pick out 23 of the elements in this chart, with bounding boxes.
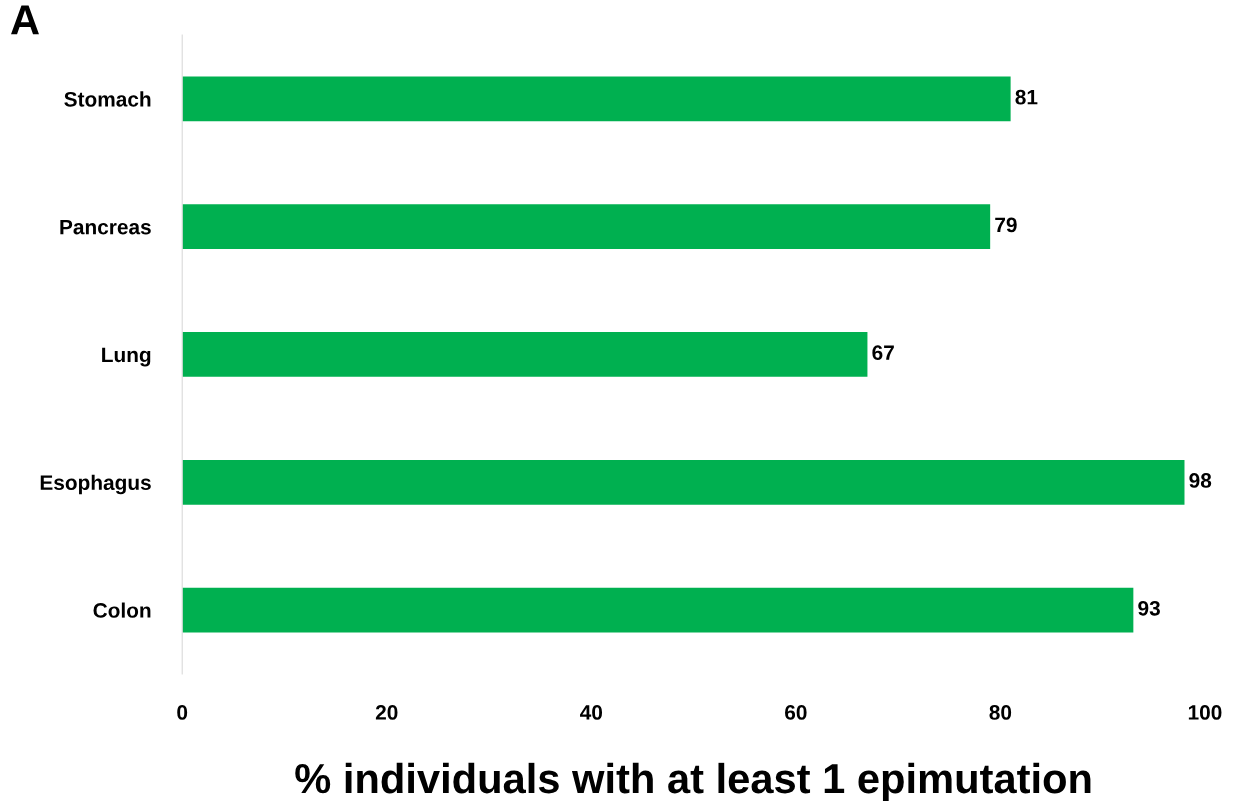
bar xyxy=(182,587,1134,633)
data-label: 98 xyxy=(1189,473,1212,488)
y-tick-label: Esophagus xyxy=(40,474,151,495)
bar xyxy=(182,76,1011,122)
bar xyxy=(182,204,991,250)
y-tick-label: Lung xyxy=(102,347,151,367)
data-label: 81 xyxy=(1015,89,1038,105)
bar xyxy=(182,459,1185,505)
y-tick-label: Pancreas xyxy=(60,219,151,235)
x-tick-label: 20 xyxy=(375,705,398,720)
data-label: 67 xyxy=(872,345,894,361)
text: A xyxy=(11,5,39,35)
x-tick-label: 80 xyxy=(989,705,1012,720)
x-axis-title: % individuals with at least 1 epimutation xyxy=(295,762,1091,801)
y-tick-label: Stomach xyxy=(64,91,151,107)
data-label: 93 xyxy=(1138,600,1160,616)
x-tick-label: 60 xyxy=(785,705,807,720)
data-label: 79 xyxy=(995,217,1017,233)
bar xyxy=(182,332,868,377)
y-tick-label: Colon xyxy=(93,602,151,618)
x-tick-label: 40 xyxy=(580,705,603,720)
x-tick-label: 0 xyxy=(177,705,188,720)
x-tick-label: 100 xyxy=(1188,705,1222,720)
